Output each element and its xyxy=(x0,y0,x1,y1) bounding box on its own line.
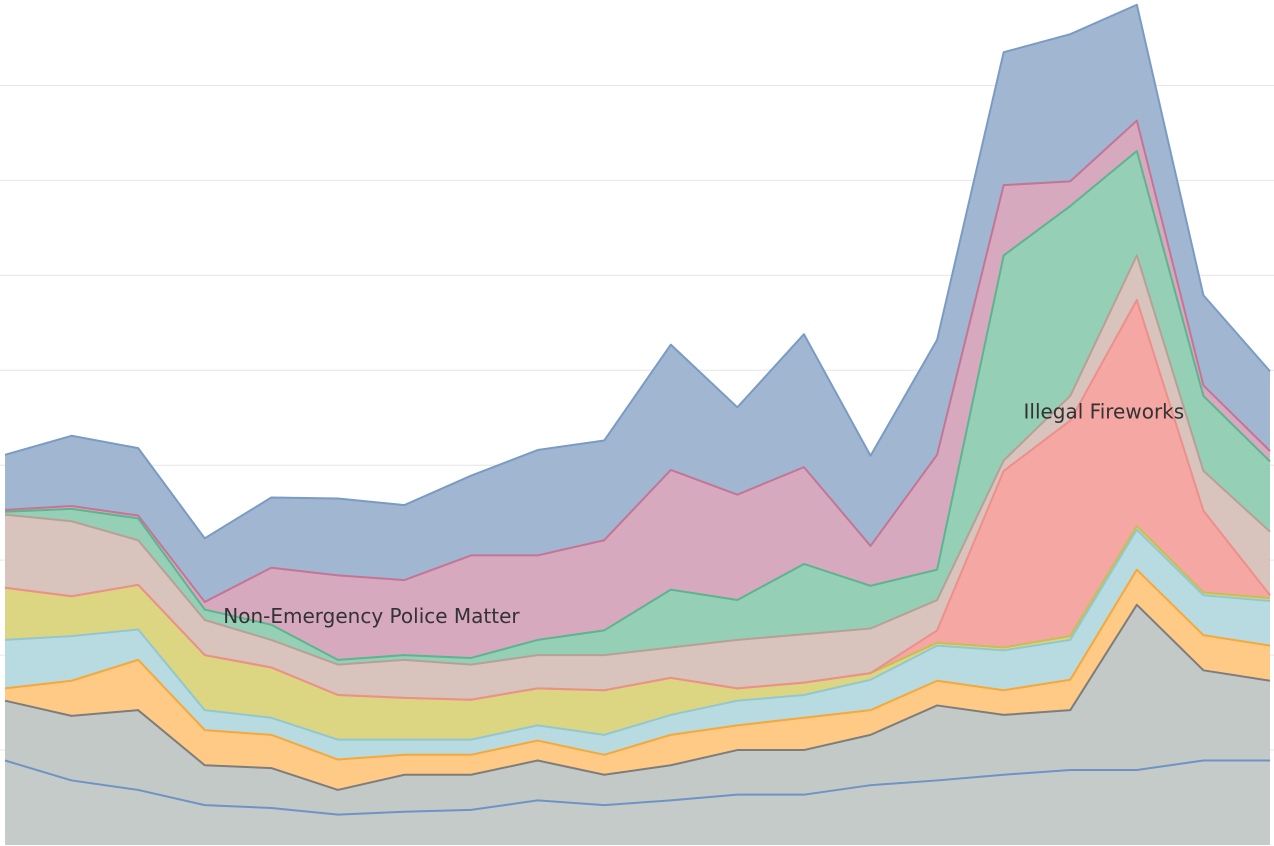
annotation: Illegal Fireworks xyxy=(1023,400,1184,424)
area-edge xyxy=(4,119,1271,603)
area-edge xyxy=(4,149,1271,661)
area-edge xyxy=(4,568,1271,761)
area-edge xyxy=(4,603,1271,791)
area-edge xyxy=(4,3,1271,540)
area xyxy=(5,525,1270,740)
area-edge xyxy=(4,759,1270,816)
area-edge xyxy=(4,299,1271,701)
area xyxy=(5,4,1270,602)
area xyxy=(5,569,1270,790)
area xyxy=(5,529,1270,760)
area xyxy=(5,604,1270,815)
area xyxy=(5,300,1270,700)
area-edge xyxy=(4,254,1271,666)
area-edge xyxy=(4,528,1271,741)
area xyxy=(5,150,1270,665)
annotation: Non-Emergency Police Matter xyxy=(223,604,520,628)
